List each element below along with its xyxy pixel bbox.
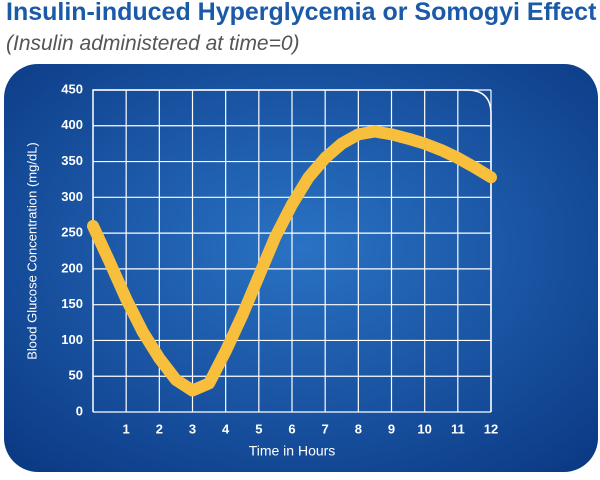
- x-tick-label: 8: [355, 421, 362, 436]
- y-tick-label: 450: [61, 81, 83, 96]
- y-tick-label: 150: [61, 296, 83, 311]
- x-tick-label: 12: [484, 421, 498, 436]
- x-tick-label: 6: [288, 421, 295, 436]
- y-tick-label: 0: [76, 403, 83, 418]
- y-tick-label: 50: [69, 368, 83, 383]
- x-tick-label: 5: [255, 421, 262, 436]
- x-tick-label: 2: [156, 421, 163, 436]
- x-tick-label: 7: [322, 421, 329, 436]
- y-tick-label: 100: [61, 332, 83, 347]
- data-line: [87, 125, 497, 397]
- x-tick-label: 1: [123, 421, 130, 436]
- x-tick-label: 11: [451, 421, 465, 436]
- y-tick-label: 300: [61, 189, 83, 204]
- y-tick-label: 350: [61, 153, 83, 168]
- chart-subtitle: (Insulin administered at time=0): [6, 32, 300, 55]
- y-tick-label: 250: [61, 225, 83, 240]
- x-axis-label: Time in Hours: [249, 443, 336, 459]
- y-tick-label: 200: [61, 260, 83, 275]
- chart-title: Insulin-induced Hyperglycemia or Somogyi…: [6, 0, 597, 26]
- x-tick-label: 9: [388, 421, 395, 436]
- y-axis-label: Blood Glucose Concentration (mg/dL): [24, 142, 39, 360]
- chart-background: [4, 64, 598, 472]
- y-tick-label: 400: [61, 117, 83, 132]
- x-tick-label: 3: [189, 421, 196, 436]
- x-tick-label: 4: [222, 421, 230, 436]
- x-tick-label: 10: [417, 421, 431, 436]
